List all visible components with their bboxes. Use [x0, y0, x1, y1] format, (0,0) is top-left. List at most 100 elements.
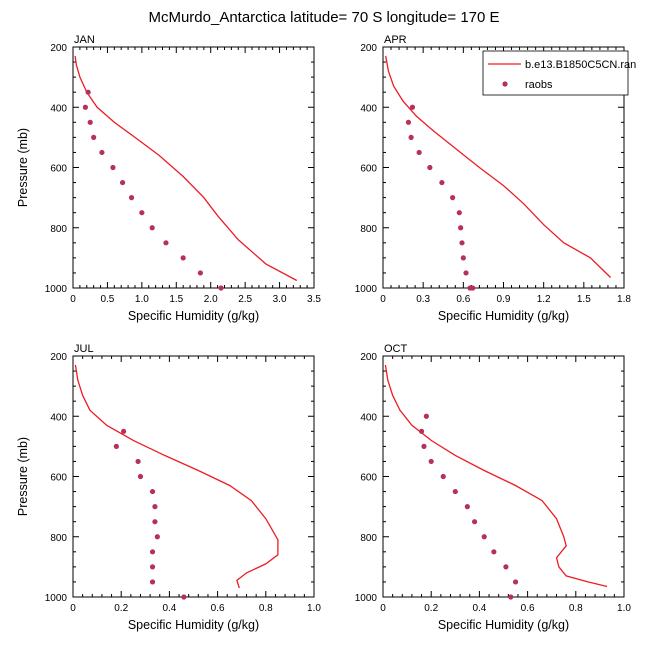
x-tick-label: 0.3: [416, 294, 430, 305]
x-tick-label: 1.5: [169, 294, 183, 305]
x-axis-label: Specific Humidity (g/kg): [438, 309, 569, 323]
x-tick-label: 1.5: [577, 294, 591, 305]
raobs-point: [154, 534, 160, 540]
raobs-point: [503, 564, 509, 570]
x-axis-label: Specific Humidity (g/kg): [128, 309, 259, 323]
raobs-point: [149, 579, 156, 585]
y-tick-label: 200: [50, 352, 67, 363]
y-tick-label: 1000: [355, 284, 378, 295]
x-tick-label: 0.5: [100, 294, 114, 305]
y-tick-label: 800: [360, 533, 377, 544]
raobs-point: [440, 473, 446, 480]
model-series-line: [74, 364, 279, 589]
raobs-point: [421, 443, 427, 449]
y-tick-label: 800: [360, 224, 377, 235]
raobs-point: [149, 488, 156, 495]
raobs-point: [459, 240, 465, 246]
figure-title: McMurdo_Antarctica latitude= 70 S longit…: [148, 9, 499, 26]
raobs-point: [91, 134, 97, 140]
raobs-point: [181, 594, 187, 600]
x-tick-label: 3.0: [273, 294, 287, 305]
raobs-point: [450, 195, 456, 201]
x-tick-label: 0.8: [569, 603, 583, 614]
x-tick-label: 0: [380, 294, 386, 305]
model-series-line: [74, 55, 298, 282]
x-tick-label: 1.0: [307, 603, 321, 614]
raobs-point: [405, 119, 412, 125]
raobs-point: [408, 134, 414, 140]
raobs-point: [218, 285, 224, 291]
y-tick-label: 400: [50, 412, 67, 423]
x-tick-label: 3.5: [307, 294, 321, 305]
x-tick-label: 1.0: [135, 294, 149, 305]
y-axis-label: Pressure (mb): [16, 128, 30, 207]
x-tick-label: 0.6: [521, 603, 535, 614]
raobs-point: [439, 179, 445, 186]
y-tick-label: 600: [50, 164, 67, 175]
raobs-point: [416, 149, 422, 156]
x-tick-label: 2.5: [238, 294, 252, 305]
x-tick-label: 0: [70, 603, 76, 614]
raobs-point: [463, 270, 469, 276]
y-tick-label: 600: [360, 164, 377, 175]
panel-title: APR: [384, 34, 407, 46]
raobs-point: [460, 255, 466, 261]
raobs-point: [149, 225, 155, 231]
x-tick-label: 0.8: [259, 603, 273, 614]
raobs-point: [121, 428, 127, 434]
x-tick-label: 1.2: [537, 294, 551, 305]
raobs-point: [428, 458, 434, 465]
raobs-point: [152, 504, 158, 510]
x-tick-label: 0.2: [424, 603, 438, 614]
y-tick-label: 400: [360, 103, 377, 114]
raobs-point: [508, 594, 514, 600]
raobs-point: [119, 179, 126, 186]
raobs-point: [481, 534, 487, 540]
raobs-point: [110, 164, 116, 171]
raobs-point: [464, 504, 470, 510]
raobs-point: [82, 104, 88, 110]
raobs-point: [113, 443, 119, 449]
raobs-point: [149, 549, 156, 555]
model-series-line: [385, 55, 612, 278]
raobs-point: [471, 519, 478, 525]
legend: b.e13.B1850C5CN.ran raobs: [482, 50, 636, 96]
legend-box: [482, 50, 629, 96]
x-tick-label: 0: [70, 294, 76, 305]
raobs-point: [512, 579, 519, 585]
panel-jul: 0 0.2 0.4 0.6 0.8 1.0 200 400 600 800 1000 JUL Speci…: [16, 343, 321, 632]
raobs-point: [99, 149, 105, 156]
raobs-point: [452, 488, 458, 495]
x-axis-label: Specific Humidity (g/kg): [128, 618, 259, 632]
panel-oct: 0 0.2 0.4 0.6 0.8 1.0 200 400 600 800 1000 OCT Speci…: [355, 343, 632, 632]
y-tick-label: 1000: [45, 593, 68, 604]
y-tick-label: 800: [50, 533, 67, 544]
x-tick-label: 0.4: [472, 603, 486, 614]
panel-jan: 0 0.5 1.0 1.5 2.0 2.5 3.0 3.5 200 400 600 800 1000 JA…: [16, 34, 321, 323]
legend-label-model: b.e13.B1850C5CN.ran: [525, 59, 636, 71]
raobs-point: [135, 458, 141, 465]
raobs-point: [427, 164, 433, 171]
raobs-point: [149, 564, 156, 570]
panel-title: JAN: [74, 34, 95, 46]
legend-label-raobs: raobs: [525, 79, 553, 91]
raobs-point: [423, 413, 429, 419]
legend-marker-swatch: [502, 81, 508, 87]
raobs-point: [180, 255, 186, 261]
raobs-point: [470, 285, 476, 291]
raobs-point: [409, 104, 416, 110]
y-tick-label: 600: [360, 473, 377, 484]
raobs-point: [163, 240, 169, 246]
raobs-point: [128, 195, 135, 201]
panel-title: JUL: [74, 343, 94, 355]
raobs-point: [152, 519, 158, 525]
plot-frame: [72, 46, 315, 289]
y-tick-label: 400: [50, 103, 67, 114]
x-tick-label: 0.6: [456, 294, 470, 305]
y-tick-label: 200: [360, 43, 377, 54]
x-tick-label: 0.9: [497, 294, 511, 305]
x-tick-label: 1.8: [617, 294, 631, 305]
raobs-point: [85, 89, 91, 95]
y-tick-label: 200: [360, 352, 377, 363]
